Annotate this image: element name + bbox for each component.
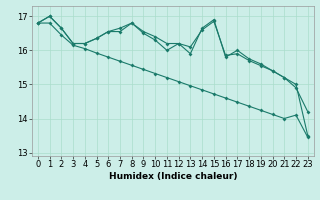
X-axis label: Humidex (Indice chaleur): Humidex (Indice chaleur): [108, 172, 237, 181]
